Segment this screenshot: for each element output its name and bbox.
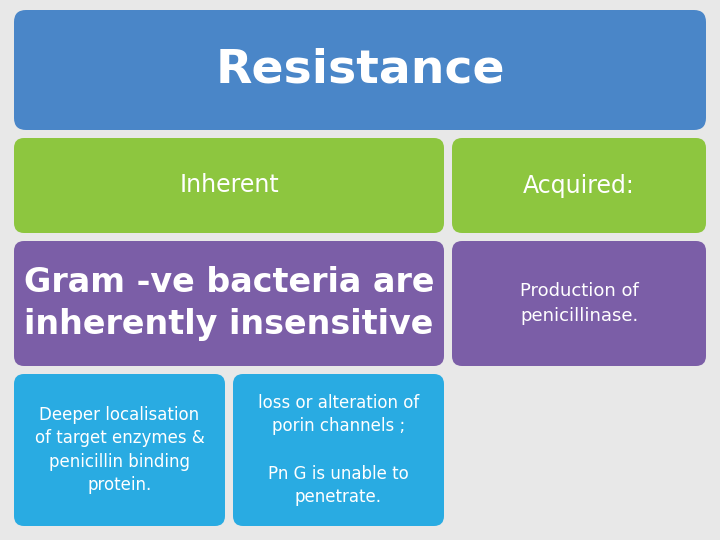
FancyBboxPatch shape	[233, 374, 444, 526]
Text: Acquired:: Acquired:	[523, 173, 635, 198]
FancyBboxPatch shape	[14, 10, 706, 130]
Text: Production of
penicillinase.: Production of penicillinase.	[520, 282, 639, 325]
Text: Resistance: Resistance	[215, 48, 505, 92]
FancyBboxPatch shape	[14, 241, 444, 366]
FancyBboxPatch shape	[452, 241, 706, 366]
FancyBboxPatch shape	[14, 138, 444, 233]
FancyBboxPatch shape	[452, 138, 706, 233]
Text: Deeper localisation
of target enzymes &
penicillin binding
protein.: Deeper localisation of target enzymes & …	[35, 406, 204, 495]
Text: Inherent: Inherent	[179, 173, 279, 198]
FancyBboxPatch shape	[14, 374, 225, 526]
Text: loss or alteration of
porin channels ;

Pn G is unable to
penetrate.: loss or alteration of porin channels ; P…	[258, 394, 419, 506]
Text: Gram -ve bacteria are
inherently insensitive: Gram -ve bacteria are inherently insensi…	[24, 266, 434, 341]
